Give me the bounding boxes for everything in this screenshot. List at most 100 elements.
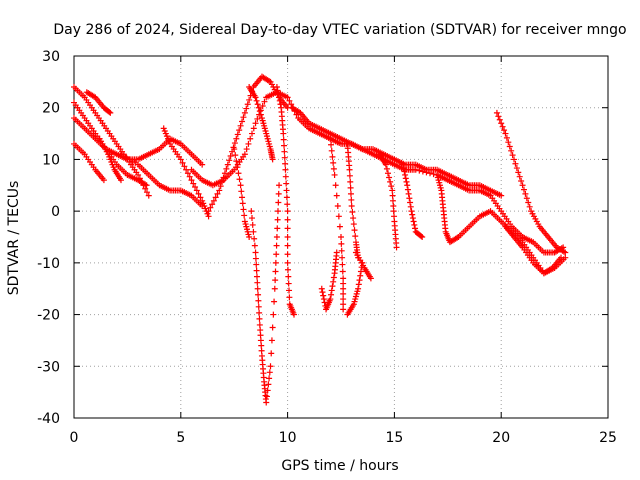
data-point [231,140,238,147]
data-point [340,306,347,313]
data-point [525,199,532,206]
data-point [205,213,212,220]
data-point [274,216,281,223]
data-point [233,158,240,165]
data-point [255,291,262,298]
series-arc-4 [71,140,107,184]
data-point [285,273,292,280]
data-point [284,208,291,215]
data-point [347,190,354,197]
data-point [520,186,527,193]
data-point [143,182,150,189]
data-point [348,196,355,203]
data-point [558,254,565,261]
data-point [193,187,200,194]
series-arc-12 [246,84,276,163]
data-point [273,251,280,258]
data-point [330,278,337,285]
data-point [390,208,397,215]
data-point [252,249,259,256]
data-point [419,234,426,240]
data-point [355,281,362,288]
data-point [410,218,417,225]
data-point [283,180,290,187]
series-arc-26 [502,223,565,277]
y-tick-label: 20 [42,101,60,117]
data-point [389,187,396,194]
y-tick-label: -40 [37,411,60,427]
series-arc-13 [248,182,283,406]
data-point [253,97,260,104]
data-point [243,105,250,112]
data-point [338,240,345,247]
data-point [255,297,262,304]
data-point [236,176,243,183]
series-arc-22 [399,161,426,240]
data-point [495,113,502,120]
data-point [407,203,414,210]
data-point [266,375,273,382]
data-point [257,332,264,339]
data-point [367,275,374,282]
data-point [143,189,150,196]
data-point [405,190,412,197]
data-point [352,233,359,240]
data-point [241,151,248,158]
data-point [234,164,241,171]
data-point [412,166,419,173]
data-point [518,177,525,184]
data-point [254,115,261,122]
data-point [340,275,347,282]
data-point [498,192,505,199]
data-point [270,311,277,318]
y-tick-label: 30 [42,49,60,65]
data-point [338,247,345,254]
data-point [284,234,291,240]
data-point [254,285,261,292]
y-tick-label: 10 [42,152,60,168]
data-point [249,215,255,222]
data-point [412,225,419,232]
data-point [346,166,353,173]
data-point [383,165,390,172]
data-point [284,266,291,273]
data-point [346,172,353,179]
data-point [280,136,287,143]
data-point [205,208,212,215]
data-point [355,285,362,292]
data-point [238,188,245,195]
data-point [284,225,291,232]
data-point [179,159,186,166]
data-point [388,183,395,190]
data-point [402,175,409,182]
data-point [339,261,346,268]
data-point [399,161,406,168]
data-point [283,187,290,194]
data-point [275,199,282,206]
data-point [349,209,356,216]
data-point [221,170,228,177]
series-arc-3 [71,115,206,168]
data-point [512,160,519,167]
data-point [264,387,271,394]
data-point [273,242,280,249]
data-point [404,182,411,189]
data-point [239,200,246,207]
data-point [135,171,142,178]
data-point [522,190,529,197]
series-arc-18 [344,259,366,318]
data-point [320,296,327,303]
data-point [382,161,389,168]
data-point [252,120,259,127]
data-point [351,227,358,234]
series-arc-1 [71,84,152,199]
data-point [508,147,515,154]
data-point [263,393,270,400]
data-point [217,183,224,190]
data-point [246,234,253,240]
data-point [281,142,288,149]
data-point [328,291,335,298]
series-arc-7 [117,151,206,209]
data-point [283,194,290,201]
